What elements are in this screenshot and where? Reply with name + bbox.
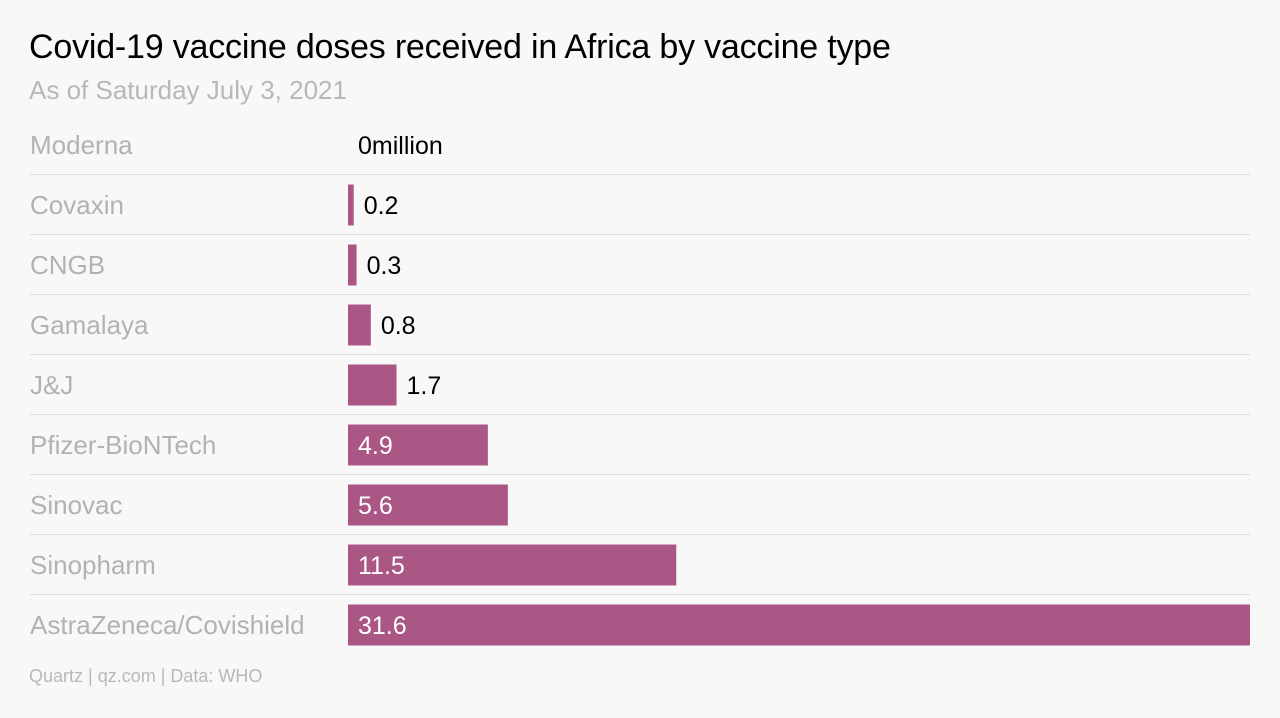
bar <box>348 244 357 286</box>
bar <box>348 184 354 226</box>
bar <box>348 604 1250 646</box>
category-label: Gamalaya <box>30 310 149 340</box>
value-label: 0million <box>358 132 443 160</box>
source-footer: Quartz | qz.com | Data: WHO <box>29 666 263 686</box>
category-label: Moderna <box>30 130 133 160</box>
category-label: Sinovac <box>30 490 123 520</box>
value-label: 1.7 <box>407 372 442 400</box>
value-label: 0.3 <box>367 252 402 280</box>
value-label: 11.5 <box>358 552 405 580</box>
category-label: J&J <box>30 370 73 400</box>
bar <box>348 484 508 526</box>
bar <box>348 304 371 346</box>
bar <box>348 544 677 586</box>
bar <box>348 424 488 466</box>
category-label: Pfizer-BioNTech <box>30 430 216 460</box>
chart-subtitle: As of Saturday July 3, 2021 <box>29 75 347 105</box>
value-label: 0.8 <box>381 312 416 340</box>
chart-title: Covid-19 vaccine doses received in Afric… <box>29 28 891 66</box>
category-label: CNGB <box>30 250 105 280</box>
category-label: AstraZeneca/Covishield <box>30 610 305 640</box>
category-label: Sinopharm <box>30 550 156 580</box>
value-label: 0.2 <box>364 192 399 220</box>
value-label: 5.6 <box>358 492 393 520</box>
value-label: 4.9 <box>358 432 393 460</box>
category-label: Covaxin <box>30 190 124 220</box>
bar <box>348 364 397 406</box>
value-label: 31.6 <box>358 612 407 640</box>
